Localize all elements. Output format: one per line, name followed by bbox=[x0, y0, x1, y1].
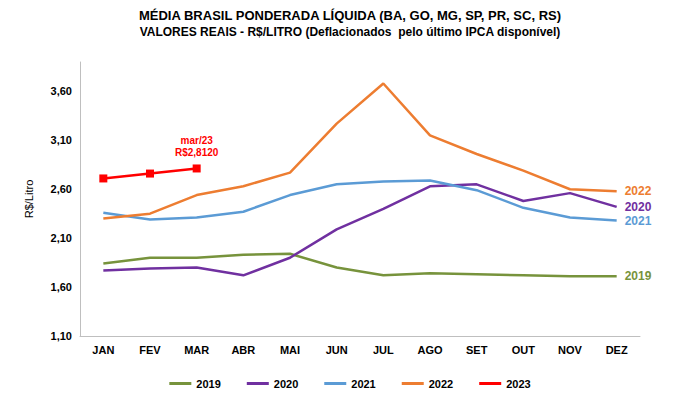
svg-text:ABR: ABR bbox=[231, 344, 255, 356]
svg-text:mar/23: mar/23 bbox=[181, 135, 214, 146]
svg-text:2020: 2020 bbox=[625, 200, 652, 214]
svg-text:NOV: NOV bbox=[558, 344, 583, 356]
svg-text:2023: 2023 bbox=[506, 378, 530, 390]
svg-text:2,60: 2,60 bbox=[51, 183, 72, 195]
svg-text:2022: 2022 bbox=[429, 378, 453, 390]
svg-text:FEV: FEV bbox=[139, 344, 161, 356]
svg-text:1,60: 1,60 bbox=[51, 281, 72, 293]
svg-text:2019: 2019 bbox=[625, 269, 652, 283]
svg-text:3,60: 3,60 bbox=[51, 85, 72, 97]
svg-text:AGO: AGO bbox=[417, 344, 443, 356]
svg-text:JUL: JUL bbox=[373, 344, 394, 356]
svg-text:2020: 2020 bbox=[274, 378, 298, 390]
svg-text:MÉDIA BRASIL PONDERADA LÍQUIDA: MÉDIA BRASIL PONDERADA LÍQUIDA (BA, GO, … bbox=[139, 8, 561, 23]
svg-text:2,10: 2,10 bbox=[51, 232, 72, 244]
svg-text:2019: 2019 bbox=[196, 378, 220, 390]
svg-text:2022: 2022 bbox=[625, 184, 652, 198]
svg-text:JUN: JUN bbox=[326, 344, 348, 356]
svg-text:3,10: 3,10 bbox=[51, 134, 72, 146]
svg-text:MAI: MAI bbox=[280, 344, 300, 356]
svg-text:2021: 2021 bbox=[351, 378, 375, 390]
svg-text:JAN: JAN bbox=[92, 344, 114, 356]
svg-text:OUT: OUT bbox=[512, 344, 536, 356]
svg-text:2021: 2021 bbox=[625, 214, 652, 228]
svg-text:SET: SET bbox=[466, 344, 488, 356]
svg-text:VALORES REAIS - R$/LITRO (Defl: VALORES REAIS - R$/LITRO (Deflacionados … bbox=[140, 25, 561, 39]
svg-text:DEZ: DEZ bbox=[606, 344, 628, 356]
svg-text:R$2,8120: R$2,8120 bbox=[175, 147, 219, 158]
svg-text:MAR: MAR bbox=[184, 344, 209, 356]
svg-text:R$/Litro: R$/Litro bbox=[23, 180, 35, 219]
svg-text:1,10: 1,10 bbox=[51, 330, 72, 342]
